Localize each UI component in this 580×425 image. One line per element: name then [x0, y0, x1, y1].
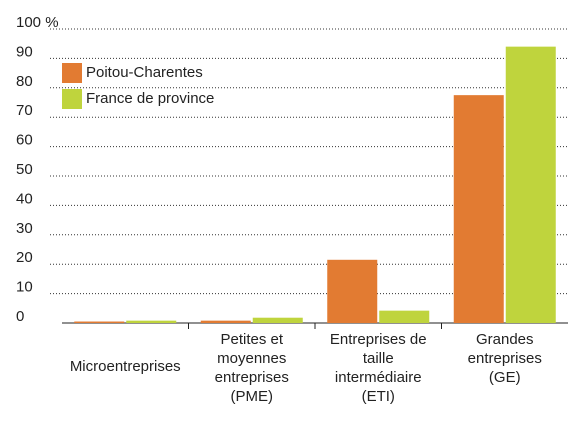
x-tick-label: Grandes [476, 331, 534, 348]
y-tick-label: 50 [16, 161, 33, 178]
x-tick-label: (GE) [489, 369, 521, 386]
y-tick-label: 60 [16, 132, 33, 149]
bar [453, 95, 504, 324]
bar [200, 320, 251, 323]
x-tick-label: (ETI) [362, 388, 395, 405]
legend-swatch [62, 63, 82, 83]
x-tick-label: Petites et [220, 331, 283, 348]
x-tick-label: moyennes [217, 350, 286, 367]
y-tick-label: 40 [16, 190, 33, 207]
y-tick-label: 100 % [16, 14, 59, 31]
legend-label: France de province [86, 90, 214, 107]
x-tick-label: intermédiaire [335, 369, 422, 386]
x-tick-label: entreprises [468, 350, 542, 367]
x-tick-label: taille [363, 350, 394, 367]
x-tick-label: (PME) [231, 388, 274, 405]
bar [327, 259, 378, 323]
y-tick-label: 30 [16, 220, 33, 237]
bar [379, 310, 430, 323]
y-tick-label: 20 [16, 249, 33, 266]
y-tick-label: 70 [16, 102, 33, 119]
bar [252, 317, 303, 323]
bar [74, 321, 125, 323]
x-tick-label: Microentreprises [70, 358, 181, 375]
x-tick-label: entreprises [215, 369, 289, 386]
bar [126, 320, 177, 323]
y-tick-label: 0 [16, 308, 24, 325]
bar [505, 46, 556, 323]
y-tick-label: 90 [16, 43, 33, 60]
legend-swatch [62, 89, 82, 109]
legend-label: Poitou-Charentes [86, 64, 203, 81]
x-tick-label: Entreprises de [330, 331, 427, 348]
y-tick-label: 10 [16, 279, 33, 296]
y-tick-label: 80 [16, 73, 33, 90]
